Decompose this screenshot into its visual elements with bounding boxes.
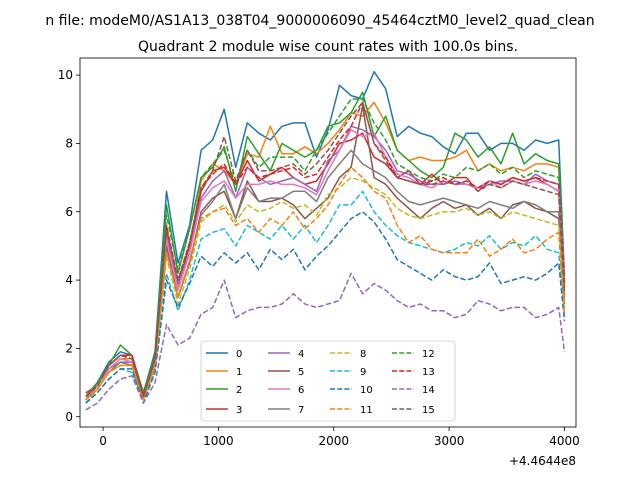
series-line-6 [85, 129, 566, 401]
y-tick-label: 6 [65, 205, 73, 219]
series-line-2 [85, 91, 566, 401]
x-tick-label: 2000 [318, 434, 349, 448]
legend-label-4: 4 [298, 349, 304, 360]
series-line-12 [85, 98, 566, 398]
y-tick-label: 4 [65, 273, 73, 287]
legend-label-2: 2 [236, 385, 242, 396]
legend-label-0: 0 [236, 349, 242, 360]
legend-label-6: 6 [298, 385, 304, 396]
legend-label-12: 12 [422, 349, 435, 360]
series-line-14 [85, 272, 566, 411]
x-axis: 0 1000 2000 3000 4000 [99, 427, 580, 448]
legend-label-3: 3 [236, 405, 242, 416]
legend-label-8: 8 [360, 349, 366, 360]
figure-suptitle: n file: modeM0/AS1A13_038T04_9000006090_… [45, 13, 594, 29]
axes-frame [79, 57, 577, 428]
legend-label-15: 15 [422, 405, 435, 416]
y-axis: 0 2 4 6 8 10 [58, 68, 80, 424]
legend-label-1: 1 [236, 367, 242, 378]
series-line-8 [85, 176, 566, 404]
legend-label-10: 10 [360, 385, 373, 396]
series-line-0 [85, 70, 566, 397]
series-line-9 [85, 190, 566, 404]
series-line-13 [85, 101, 566, 398]
legend-label-9: 9 [360, 367, 366, 378]
y-tick-label: 8 [65, 136, 73, 150]
chart-title: Quadrant 2 module wise count rates with … [138, 39, 518, 55]
legend-label-11: 11 [360, 405, 373, 416]
x-tick-label: 3000 [434, 434, 465, 448]
legend-label-7: 7 [298, 405, 304, 416]
series-line-11 [85, 166, 566, 401]
x-offset-label: +4.4644e8 [509, 454, 576, 468]
series-layer [85, 70, 566, 411]
legend-label-13: 13 [422, 367, 435, 378]
series-line-7 [85, 149, 566, 401]
x-tick-label: 1000 [203, 434, 234, 448]
y-tick-label: 0 [65, 410, 73, 424]
legend-label-5: 5 [298, 367, 304, 378]
x-tick-label: 0 [99, 434, 107, 448]
series-line-10 [85, 211, 566, 404]
legend-frame [200, 340, 456, 422]
legend-label-14: 14 [422, 385, 435, 396]
y-tick-label: 2 [65, 341, 73, 355]
y-tick-label: 10 [58, 68, 73, 82]
series-line-15 [85, 101, 566, 398]
x-tick-label: 4000 [549, 434, 580, 448]
